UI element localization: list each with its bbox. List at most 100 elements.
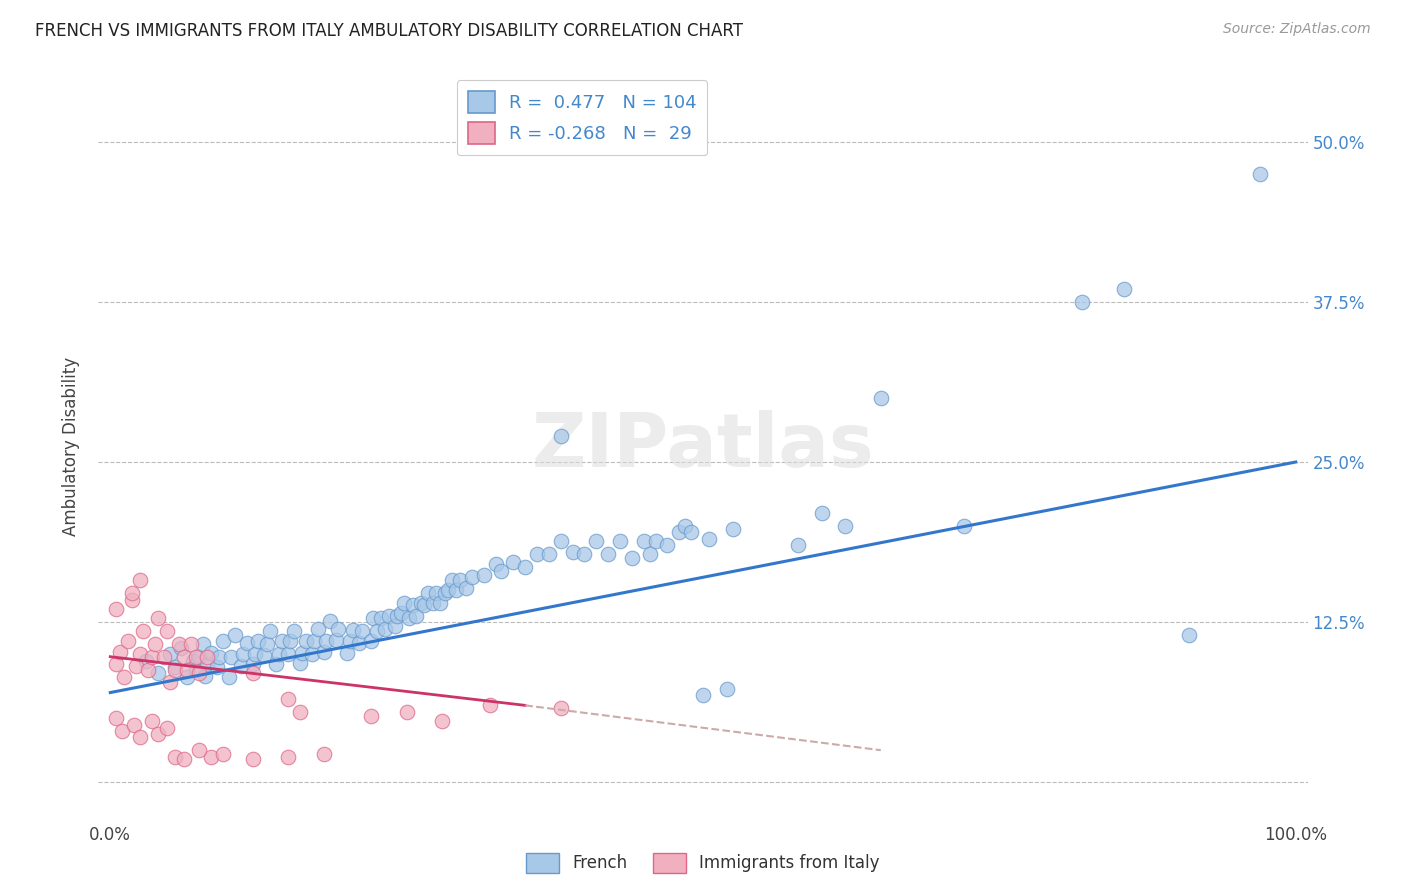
Point — [194, 669, 217, 683]
Point — [264, 657, 287, 672]
Point — [141, 649, 163, 664]
Point — [454, 581, 477, 595]
Point — [181, 654, 204, 668]
Point — [360, 708, 382, 723]
Point — [432, 714, 454, 728]
Point — [478, 698, 501, 713]
Point — [271, 634, 294, 648]
Point — [205, 660, 228, 674]
Point — [585, 534, 607, 549]
Point — [315, 634, 337, 648]
Point — [339, 634, 361, 648]
Point — [360, 634, 382, 648]
Point — [247, 634, 270, 648]
Point — [425, 585, 447, 599]
Point — [125, 658, 148, 673]
Point — [491, 564, 513, 578]
Point — [526, 547, 548, 561]
Point — [288, 656, 311, 670]
Point — [336, 646, 359, 660]
Point — [135, 654, 157, 668]
Point — [413, 599, 436, 613]
Point — [242, 752, 264, 766]
Point — [869, 391, 891, 405]
Point — [129, 573, 152, 587]
Point — [515, 560, 537, 574]
Point — [165, 749, 187, 764]
Point — [638, 547, 661, 561]
Point — [721, 522, 744, 536]
Point — [1112, 282, 1135, 296]
Point — [633, 534, 655, 549]
Point — [191, 637, 214, 651]
Point — [288, 705, 311, 719]
Point — [156, 722, 179, 736]
Point — [277, 647, 299, 661]
Point — [657, 538, 679, 552]
Point — [350, 624, 373, 638]
Point — [122, 717, 145, 731]
Point — [200, 646, 222, 660]
Point — [363, 611, 385, 625]
Point — [176, 663, 198, 677]
Point — [105, 602, 128, 616]
Point — [384, 619, 406, 633]
Legend: French, Immigrants from Italy: French, Immigrants from Italy — [519, 847, 887, 880]
Point — [188, 666, 211, 681]
Point — [318, 614, 340, 628]
Point — [117, 634, 139, 648]
Point — [405, 608, 427, 623]
Point — [114, 670, 136, 684]
Point — [644, 534, 666, 549]
Point — [550, 429, 572, 443]
Point — [235, 635, 257, 649]
Point — [283, 624, 305, 638]
Point — [146, 611, 169, 625]
Point — [307, 622, 329, 636]
Point — [668, 525, 690, 540]
Point — [232, 647, 254, 661]
Point — [218, 670, 240, 684]
Point — [834, 519, 856, 533]
Point — [385, 608, 408, 623]
Point — [291, 646, 314, 660]
Point — [146, 666, 169, 681]
Point — [440, 573, 463, 587]
Point — [302, 634, 325, 648]
Point — [561, 544, 583, 558]
Point — [173, 752, 195, 766]
Point — [136, 663, 159, 677]
Point — [484, 558, 506, 572]
Point — [446, 583, 468, 598]
Point — [184, 649, 207, 664]
Point — [301, 647, 323, 661]
Point — [1071, 294, 1094, 309]
Point — [370, 611, 392, 625]
Point — [280, 634, 302, 648]
Text: Source: ZipAtlas.com: Source: ZipAtlas.com — [1223, 22, 1371, 37]
Point — [697, 532, 720, 546]
Point — [105, 657, 128, 672]
Point — [342, 623, 364, 637]
Text: ZIPatlas: ZIPatlas — [531, 409, 875, 483]
Point — [347, 635, 370, 649]
Point — [176, 670, 198, 684]
Point — [165, 663, 187, 677]
Point — [108, 644, 131, 658]
Point — [598, 547, 620, 561]
Point — [197, 657, 219, 672]
Point — [121, 593, 143, 607]
Point — [574, 547, 596, 561]
Point — [111, 723, 134, 738]
Point — [277, 692, 299, 706]
Point — [224, 628, 246, 642]
Point — [312, 644, 335, 658]
Point — [242, 666, 264, 681]
Point — [461, 570, 484, 584]
Point — [146, 726, 169, 740]
Point — [208, 649, 231, 664]
Point — [409, 596, 432, 610]
Point — [502, 555, 524, 569]
Point — [366, 624, 388, 638]
Point — [395, 705, 418, 719]
